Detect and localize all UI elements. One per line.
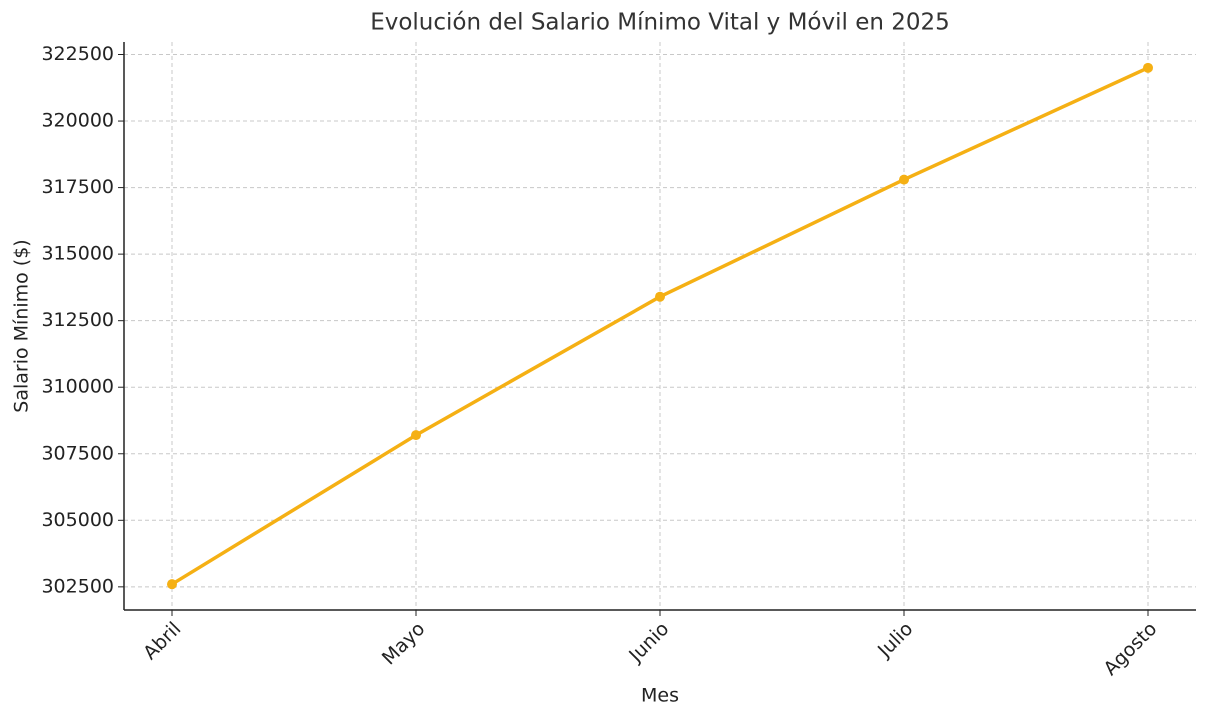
y-axis-label: Salario Mínimo ($): [11, 239, 33, 412]
point: [411, 430, 421, 441]
y-tick-label: 312500: [41, 309, 114, 331]
point: [899, 174, 909, 185]
y-tick-label: 307500: [41, 442, 114, 464]
y-tick-label: 317500: [41, 176, 114, 198]
x-tick-label: Agosto: [1099, 618, 1161, 680]
y-tick-label: 305000: [41, 509, 114, 531]
y-tick-label: 302500: [41, 575, 114, 597]
x-tick-label: Mayo: [378, 618, 430, 670]
y-tick-label: 315000: [41, 243, 114, 265]
y-tick-label: 310000: [41, 376, 114, 398]
point: [655, 291, 665, 302]
y-tick-label: 322500: [41, 43, 114, 65]
x-tick-label: Julio: [873, 618, 917, 662]
chart-title: Evolución del Salario Mínimo Vital y Móv…: [370, 10, 950, 36]
point: [167, 579, 177, 590]
y-tick-label: 320000: [41, 110, 114, 132]
x-tick-label: Abril: [139, 618, 185, 664]
x-axis-label: Mes: [641, 685, 679, 707]
point: [1143, 62, 1153, 73]
x-tick-label: Junio: [624, 618, 673, 667]
